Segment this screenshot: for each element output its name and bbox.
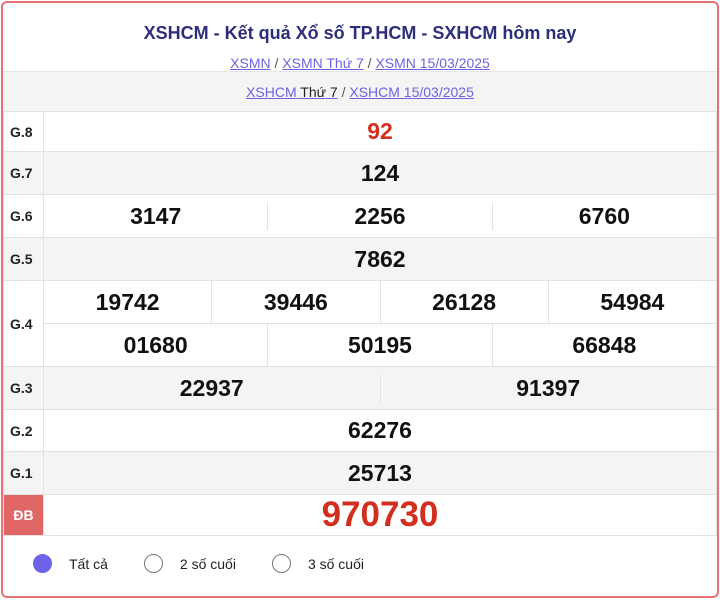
- breadcrumb-xsmn-date[interactable]: XSMN 15/03/2025: [375, 55, 490, 71]
- prize-number: 91397: [379, 374, 717, 402]
- prize-label: G.5: [3, 237, 44, 281]
- separator: /: [341, 84, 346, 100]
- option-label: 2 số cuối: [179, 555, 236, 572]
- prize-number: 92: [43, 111, 717, 152]
- prize-number: 3147: [130, 202, 182, 229]
- prize-number: 22937: [179, 374, 244, 401]
- breadcrumb-xsmn-thu7[interactable]: XSMN Thứ 7: [282, 55, 364, 71]
- prize-number: 39446: [211, 281, 379, 323]
- prize-number: 26128: [379, 281, 548, 323]
- prize-number: 01680: [123, 331, 188, 358]
- prize-label: G.6: [3, 194, 44, 238]
- row-special: ĐB 970730: [3, 494, 717, 536]
- prize-number: 66848: [491, 324, 716, 366]
- prize-number: 7862: [43, 237, 717, 281]
- sub-nav: XSHCM Thứ 7 / XSHCM 15/03/2025: [3, 71, 717, 111]
- prize-number: 54984: [547, 281, 716, 323]
- option-last-2[interactable]: 2 số cuối: [143, 554, 236, 573]
- option-last-3[interactable]: 3 số cuối: [271, 554, 364, 573]
- option-all[interactable]: Tất cả: [33, 554, 108, 573]
- prize-label: G.2: [3, 409, 44, 452]
- row-g8: G.8 92: [3, 111, 717, 152]
- separator: /: [367, 55, 372, 71]
- link-text: XSHCM: [246, 84, 297, 100]
- breadcrumb-xsmn[interactable]: XSMN: [230, 55, 271, 71]
- prize-label: G.3: [3, 366, 44, 410]
- option-label: Tất cả: [69, 555, 108, 572]
- radio-selected-icon[interactable]: [33, 554, 52, 573]
- prize-label: G.4: [3, 280, 44, 367]
- row-g3: G.3 22937 91397: [3, 366, 717, 410]
- display-options: Tất cả 2 số cuối 3 số cuối: [3, 536, 717, 573]
- prize-label: G.8: [3, 111, 44, 152]
- prize-number: 124: [43, 151, 717, 195]
- xshcm-thu7-link[interactable]: XSHCM Thứ 7: [246, 84, 338, 100]
- header: XSHCM - Kết quả Xổ số TP.HCM - SXHCM hôm…: [3, 3, 717, 71]
- row-g5: G.5 7862: [3, 237, 717, 281]
- radio-icon[interactable]: [271, 554, 291, 573]
- row-g4: G.4 19742 39446 26128 54984 01680 50195 66848: [3, 280, 717, 367]
- special-prize-number: 970730: [43, 494, 717, 536]
- prize-number: 2256: [267, 202, 491, 230]
- separator: /: [274, 55, 279, 71]
- prize-label: G.1: [3, 451, 44, 495]
- prize-label: G.7: [3, 151, 44, 195]
- row-g6: G.6 3147 2256 6760: [3, 194, 717, 238]
- prize-number: 62276: [43, 409, 717, 452]
- prize-number: 19742: [95, 288, 160, 315]
- link-text-plain: Thứ 7: [300, 84, 338, 100]
- row-g2: G.2 62276: [3, 409, 717, 452]
- page-title: XSHCM - Kết quả Xổ số TP.HCM - SXHCM hôm…: [143, 23, 577, 43]
- radio-icon[interactable]: [143, 554, 163, 573]
- xshcm-date-link[interactable]: XSHCM 15/03/2025: [349, 84, 474, 100]
- row-g1: G.1 25713: [3, 451, 717, 495]
- prize-number: 6760: [491, 202, 716, 230]
- option-label: 3 số cuối: [307, 555, 364, 572]
- breadcrumb: XSMN / XSMN Thứ 7 / XSMN 15/03/2025: [3, 55, 717, 71]
- special-prize-label: ĐB: [3, 494, 44, 536]
- prize-number: 25713: [43, 451, 717, 495]
- results-table: G.8 92 G.7 124 G.6 3147 2256 6760 G.5 7862 G.4…: [3, 111, 717, 536]
- prize-number: 50195: [267, 324, 491, 366]
- row-g7: G.7 124: [3, 151, 717, 195]
